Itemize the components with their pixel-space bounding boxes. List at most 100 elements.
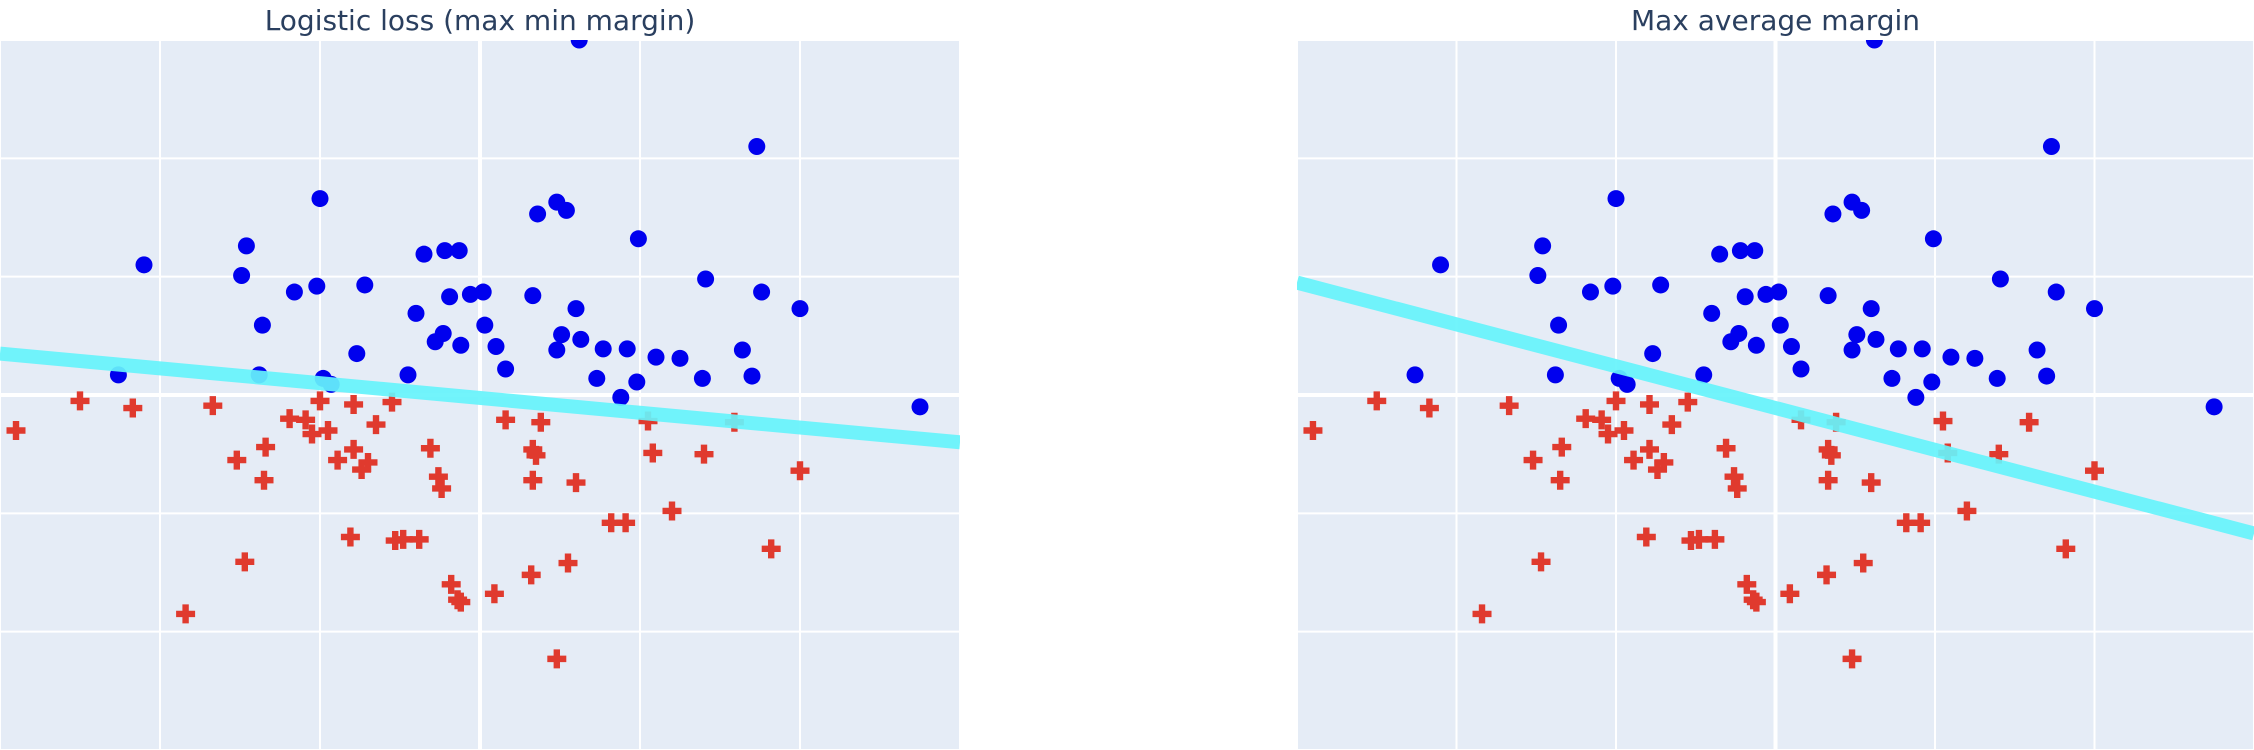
data-point-positive	[1695, 366, 1713, 384]
data-point-negative	[344, 439, 364, 459]
data-point-negative	[1367, 391, 1387, 411]
data-point-negative	[1842, 649, 1862, 669]
data-point-positive	[1618, 375, 1636, 393]
data-point-positive	[1991, 270, 2009, 288]
data-point-positive	[1782, 337, 1800, 355]
data-point-positive	[1652, 276, 1670, 294]
data-point-negative	[2056, 539, 2076, 559]
chart-title: Logistic loss (max min margin)	[264, 4, 696, 37]
data-point-positive	[237, 237, 255, 255]
data-point-negative	[318, 421, 338, 440]
data-point-negative	[420, 438, 440, 458]
data-point-negative	[366, 415, 386, 435]
data-point-positive	[1966, 349, 1984, 367]
data-point-negative	[1727, 478, 1747, 498]
scatter-plot-average-margin	[1297, 40, 2254, 750]
data-point-positive	[753, 283, 771, 301]
data-point-positive	[748, 138, 766, 155]
data-point-positive	[548, 341, 566, 359]
data-point-positive	[1924, 230, 1942, 248]
data-point-negative	[1705, 529, 1725, 549]
data-point-positive	[233, 266, 251, 284]
data-point-positive	[407, 304, 425, 322]
data-point-positive	[285, 283, 303, 301]
data-point-negative	[6, 421, 26, 440]
data-point-negative	[235, 552, 255, 572]
data-point-positive	[524, 287, 542, 305]
data-point-negative	[547, 649, 567, 669]
data-point-negative	[1818, 470, 1838, 490]
data-point-positive	[1907, 388, 1925, 406]
data-point-negative	[1817, 565, 1837, 585]
data-point-negative	[344, 394, 364, 414]
data-point-negative	[1737, 574, 1757, 594]
data-point-negative	[382, 392, 402, 412]
data-point-negative	[638, 411, 658, 431]
data-point-negative	[409, 529, 429, 549]
scatter-plot-logistic	[0, 40, 960, 750]
data-point-negative	[526, 445, 546, 465]
data-point-positive	[1550, 316, 1568, 334]
data-point-positive	[1923, 373, 1941, 391]
decision-boundary-line	[1297, 275, 2254, 541]
data-point-positive	[1883, 369, 1901, 387]
data-point-positive	[1746, 242, 1764, 260]
data-point-positive	[1913, 340, 1931, 358]
data-point-positive	[567, 300, 585, 318]
data-point-negative	[1853, 553, 1873, 573]
data-point-positive	[497, 360, 515, 378]
data-point-positive	[434, 324, 452, 342]
data-point-negative	[1552, 437, 1572, 457]
data-point-positive	[452, 336, 470, 354]
data-point-negative	[1636, 527, 1656, 547]
data-point-negative	[358, 452, 378, 472]
data-point-negative	[1724, 467, 1744, 487]
chart-panel-average-margin: Max average margin	[1297, 0, 2254, 750]
data-point-negative	[1523, 450, 1543, 470]
data-point-negative	[256, 437, 276, 457]
data-point-negative	[432, 478, 452, 498]
data-point-negative	[1861, 473, 1881, 493]
data-point-negative	[1647, 460, 1667, 480]
data-point-negative	[1639, 394, 1659, 414]
chart-title: Max average margin	[1630, 4, 1921, 37]
data-point-positive	[2086, 300, 2103, 318]
data-point-positive	[2028, 341, 2046, 359]
data-point-negative	[1576, 409, 1596, 429]
data-point-negative	[352, 460, 372, 480]
data-point-negative	[1957, 501, 1977, 521]
data-point-positive	[618, 340, 636, 358]
data-point-negative	[310, 391, 330, 411]
data-point-positive	[1406, 366, 1424, 384]
data-point-positive	[594, 340, 612, 358]
data-point-negative	[70, 391, 90, 411]
data-point-negative	[662, 501, 682, 521]
data-point-positive	[1862, 300, 1880, 318]
data-point-positive	[1604, 277, 1622, 295]
data-point-positive	[1731, 242, 1749, 260]
data-point-positive	[474, 283, 492, 301]
data-point-positive	[441, 288, 459, 306]
data-point-negative	[441, 574, 461, 594]
data-point-positive	[1711, 245, 1729, 263]
data-point-positive	[1865, 40, 1883, 49]
data-point-negative	[1911, 513, 1931, 533]
data-point-positive	[1988, 369, 2006, 387]
data-point-positive	[570, 40, 588, 49]
data-point-positive	[671, 349, 689, 367]
data-point-positive	[253, 316, 271, 334]
data-point-positive	[1853, 201, 1871, 219]
data-point-negative	[1499, 396, 1519, 416]
data-point-negative	[280, 409, 300, 429]
data-point-negative	[521, 565, 541, 585]
data-point-negative	[1780, 584, 1800, 604]
data-point-positive	[2042, 138, 2060, 155]
data-point-positive	[311, 190, 329, 208]
data-point-positive	[529, 205, 547, 223]
data-point-positive	[415, 245, 433, 263]
data-point-negative	[616, 513, 636, 533]
data-point-negative	[643, 443, 663, 463]
data-point-positive	[1736, 288, 1754, 306]
data-point-positive	[697, 270, 715, 288]
data-point-negative	[1746, 592, 1766, 612]
